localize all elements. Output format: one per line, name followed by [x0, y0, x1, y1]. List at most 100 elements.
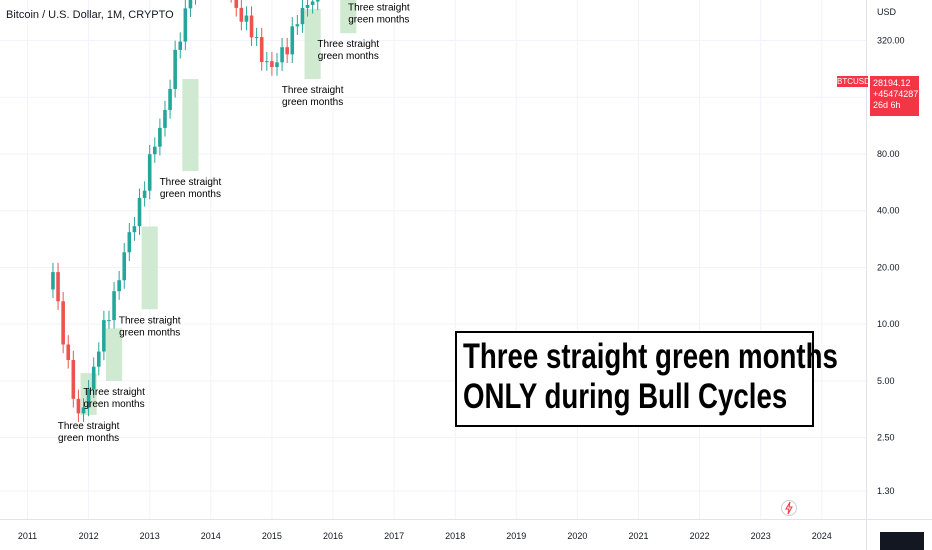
annotation-line-1: Three straight — [348, 2, 410, 13]
candle-body — [310, 1, 315, 5]
annotation-line-2: green months — [58, 433, 119, 444]
annotation-line-1: Three straight — [119, 315, 181, 326]
highlight-box — [340, 0, 357, 34]
info-line-2: ONLY during Bull Cycles — [463, 377, 788, 416]
candle-body — [127, 232, 132, 253]
x-tick-label: 2012 — [79, 531, 99, 541]
candle-body — [254, 37, 259, 39]
annotation-line-2: green months — [119, 327, 180, 338]
candle-body — [91, 366, 96, 390]
candle-body — [56, 272, 60, 302]
bar-countdown: 26d 6h — [873, 100, 901, 110]
annotation-line-2: green months — [83, 399, 144, 410]
annotation-line-1: Three straight — [317, 39, 379, 50]
info-line-1: Three straight green months — [463, 337, 838, 376]
candle-body — [234, 0, 239, 8]
symbol-badge: BTCUSD — [837, 76, 870, 87]
candle-body — [173, 49, 177, 89]
candle-body — [117, 280, 121, 292]
candle-body — [168, 88, 172, 111]
candle-body — [163, 110, 167, 128]
x-tick-label: 2016 — [323, 531, 343, 541]
candle-body — [112, 291, 116, 321]
x-tick-label: 2011 — [18, 531, 37, 541]
x-tick-label: 2014 — [201, 531, 221, 541]
candle-body — [86, 389, 91, 408]
candle-body — [290, 26, 295, 55]
x-tick-label: 2022 — [690, 531, 710, 541]
candle-body — [249, 15, 254, 38]
candle-body — [142, 190, 147, 198]
annotation-line-1: Three straight — [282, 85, 344, 96]
x-tick-label: 2023 — [751, 531, 771, 541]
annotation-line-2: green months — [160, 189, 221, 200]
price-axis-divider — [866, 0, 867, 550]
chart-title: Bitcoin / U.S. Dollar, 1M, CRYPTO — [6, 9, 174, 21]
x-tick-label: 2013 — [140, 531, 160, 541]
candle-body — [122, 252, 127, 281]
grid — [0, 0, 866, 519]
candle-body — [66, 344, 71, 360]
y-tick-label: 1.30 — [877, 486, 895, 496]
candle-body — [81, 407, 86, 414]
y-tick-label: 10.00 — [877, 319, 900, 329]
highlight-box — [141, 226, 158, 310]
candle-body — [51, 272, 55, 290]
candle-body — [102, 320, 106, 352]
annotation-line-1: Three straight — [83, 387, 145, 398]
y-tick-label: 80.00 — [877, 149, 900, 159]
candle-body — [244, 15, 249, 22]
y-tick-label: 320.00 — [877, 36, 905, 46]
time-axis-divider — [0, 519, 932, 520]
highlight-box — [304, 9, 321, 80]
y-tick-label: 2.50 — [877, 433, 895, 443]
candle-body — [275, 62, 279, 68]
annotation-line-2: green months — [282, 97, 343, 108]
candle-body — [300, 7, 305, 25]
candle-body — [265, 61, 269, 63]
candle-body — [280, 47, 284, 63]
last-price: 28194.12 — [873, 78, 911, 88]
x-tick-label: 2018 — [445, 531, 465, 541]
annotation-line-1: Three straight — [58, 421, 120, 432]
x-tick-label: 2024 — [812, 531, 832, 541]
highlight-box — [105, 328, 123, 381]
x-tick-label: 2020 — [567, 531, 587, 541]
price-change: +45474287.10% — [873, 89, 932, 99]
price-badge: 28194.12 +45474287.10% 26d 6h — [870, 76, 932, 116]
candle-body — [285, 47, 289, 55]
tradingview-logo[interactable] — [880, 532, 924, 550]
y-tick-label: 5.00 — [877, 376, 895, 386]
currency-label: USD — [877, 7, 897, 17]
x-tick-label: 2019 — [506, 531, 526, 541]
y-tick-label: 20.00 — [877, 262, 900, 272]
candle-body — [295, 24, 300, 27]
candle-body — [270, 61, 274, 68]
candle-body — [239, 7, 244, 22]
candle-body — [71, 359, 76, 399]
candle-body — [76, 398, 81, 414]
x-tick-label: 2015 — [262, 531, 282, 541]
candle-body — [147, 154, 152, 191]
time-axis: 2011 2012 2013 2014 2015 2016 2017 2018 2019 2020… — [18, 531, 832, 541]
candle-body — [137, 197, 142, 227]
annotation-line-2: green months — [318, 51, 379, 62]
candle-body — [259, 37, 264, 63]
annotation-line-2: green months — [348, 14, 409, 25]
candle-body — [188, 0, 193, 9]
candle-body — [61, 301, 65, 345]
y-tick-label: 40.00 — [877, 206, 900, 216]
candle-body — [158, 127, 162, 147]
candle-body — [305, 4, 310, 8]
info-box: Three straight green months ONLY during … — [455, 331, 838, 427]
lightning-icon[interactable] — [781, 500, 797, 516]
x-tick-label: 2017 — [384, 531, 404, 541]
candle-body — [96, 351, 101, 367]
candle-body — [183, 8, 188, 42]
x-tick-label: 2021 — [628, 531, 648, 541]
candle-body — [132, 226, 137, 233]
price-axis: 90000.0045000.0010500.005500.002700.0013… — [877, 36, 905, 497]
candle-body — [178, 41, 183, 50]
